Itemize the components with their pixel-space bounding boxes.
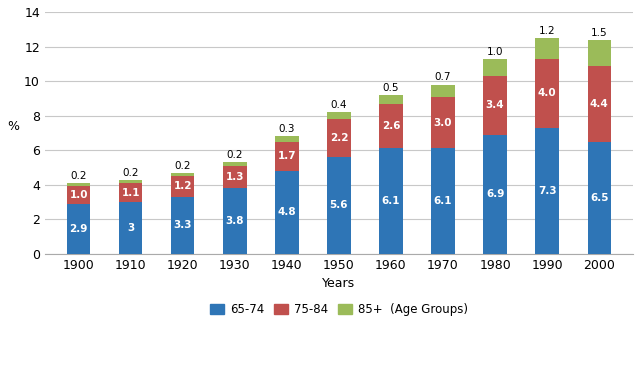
Bar <box>380 104 403 148</box>
Text: 1.2: 1.2 <box>173 182 192 192</box>
Bar <box>431 148 455 254</box>
Text: 0.5: 0.5 <box>383 83 399 93</box>
Text: 1.5: 1.5 <box>591 27 607 37</box>
Bar <box>327 119 351 157</box>
Text: 7.3: 7.3 <box>538 186 556 196</box>
X-axis label: Years: Years <box>323 277 355 290</box>
Text: 5.6: 5.6 <box>330 201 348 211</box>
Bar <box>536 38 559 58</box>
Bar <box>380 95 403 104</box>
Bar <box>483 76 507 135</box>
Text: 2.9: 2.9 <box>70 224 88 234</box>
Bar <box>67 204 90 254</box>
Text: 3: 3 <box>127 223 134 233</box>
Text: 0.4: 0.4 <box>331 100 347 110</box>
Bar <box>483 135 507 254</box>
Text: 0.2: 0.2 <box>175 161 191 171</box>
Bar <box>67 183 90 186</box>
Bar <box>588 40 611 65</box>
Text: 3.8: 3.8 <box>225 216 244 226</box>
Bar <box>223 162 246 166</box>
Legend: 65-74, 75-84, 85+  (Age Groups): 65-74, 75-84, 85+ (Age Groups) <box>205 298 472 320</box>
Text: 1.3: 1.3 <box>225 172 244 182</box>
Bar <box>483 58 507 76</box>
Bar <box>275 171 299 254</box>
Text: 6.1: 6.1 <box>381 196 400 206</box>
Bar <box>380 148 403 254</box>
Bar <box>223 188 246 254</box>
Text: 0.7: 0.7 <box>435 73 451 83</box>
Y-axis label: %: % <box>7 120 19 133</box>
Text: 3.3: 3.3 <box>173 221 192 231</box>
Bar <box>119 179 143 183</box>
Text: 1.0: 1.0 <box>69 190 88 200</box>
Text: 4.4: 4.4 <box>590 98 609 108</box>
Bar <box>536 128 559 254</box>
Bar <box>327 112 351 119</box>
Bar <box>536 58 559 128</box>
Bar <box>171 197 195 254</box>
Text: 1.0: 1.0 <box>487 47 503 57</box>
Bar <box>171 176 195 197</box>
Text: 2.6: 2.6 <box>381 121 400 131</box>
Bar <box>275 142 299 171</box>
Text: 1.1: 1.1 <box>122 188 140 198</box>
Text: 2.2: 2.2 <box>330 133 348 143</box>
Text: 0.3: 0.3 <box>278 124 295 134</box>
Bar <box>171 173 195 176</box>
Bar <box>119 183 143 202</box>
Bar <box>588 65 611 142</box>
Bar <box>67 186 90 204</box>
Text: 3.0: 3.0 <box>434 118 452 128</box>
Text: 1.7: 1.7 <box>278 151 296 161</box>
Bar <box>119 202 143 254</box>
Text: 1.2: 1.2 <box>539 26 556 36</box>
Text: 6.9: 6.9 <box>486 189 504 199</box>
Bar <box>431 84 455 97</box>
Bar <box>223 166 246 188</box>
Text: 4.8: 4.8 <box>278 208 296 218</box>
Text: 6.5: 6.5 <box>590 193 609 203</box>
Text: 0.2: 0.2 <box>227 150 243 160</box>
Text: 6.1: 6.1 <box>434 196 452 206</box>
Bar <box>588 142 611 254</box>
Text: 0.2: 0.2 <box>122 168 139 178</box>
Text: 4.0: 4.0 <box>538 88 556 98</box>
Text: 3.4: 3.4 <box>486 100 504 110</box>
Text: 0.2: 0.2 <box>70 171 87 181</box>
Bar <box>431 97 455 148</box>
Bar <box>327 157 351 254</box>
Bar <box>275 137 299 142</box>
